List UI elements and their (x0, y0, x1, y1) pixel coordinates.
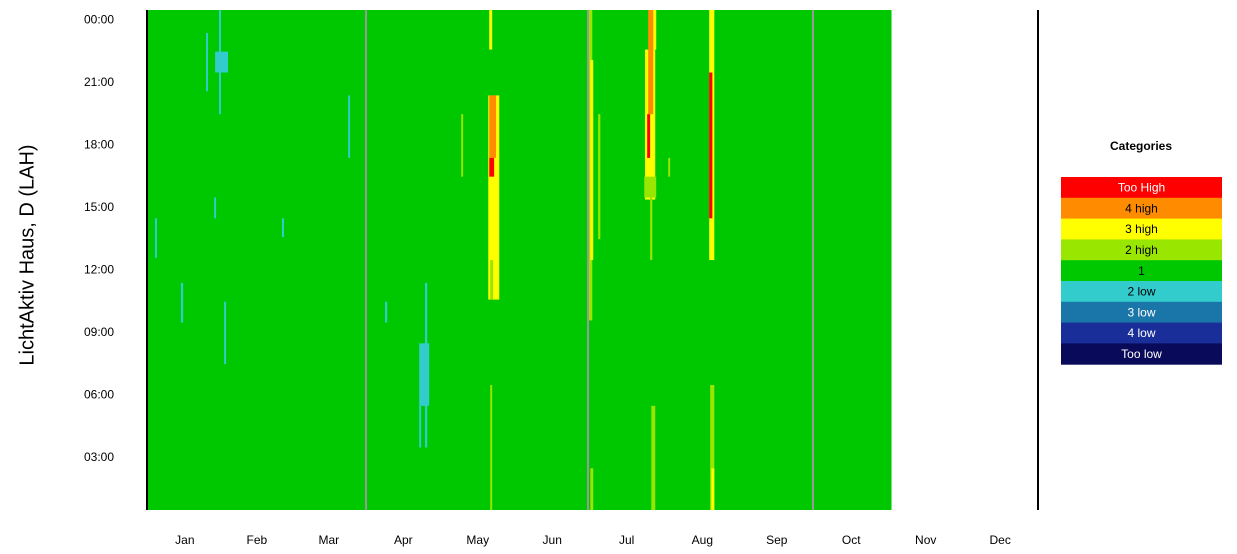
cell (219, 10, 221, 115)
heatmap (147, 10, 892, 510)
cell (488, 95, 500, 300)
cell (206, 32, 209, 92)
x-tick-label: Jul (619, 533, 634, 547)
y-tick-label: 09:00 (84, 325, 114, 339)
x-tick-label: Aug (692, 533, 713, 547)
legend-label: Too low (1121, 347, 1162, 361)
cell (155, 218, 158, 258)
cell (650, 197, 653, 260)
legend-swatch (1061, 218, 1222, 240)
y-tick-label: 21:00 (84, 75, 114, 89)
x-tick-label: Sep (766, 533, 788, 547)
legend-swatch (1061, 281, 1222, 303)
cell (385, 301, 388, 323)
legend-label: 1 (1138, 264, 1145, 278)
x-tick-label: May (466, 533, 489, 547)
cell (147, 10, 892, 510)
x-tick-label: Nov (915, 533, 936, 547)
cell (461, 114, 464, 177)
x-tick-label: Oct (842, 533, 861, 547)
cell (215, 51, 229, 73)
cell (668, 157, 671, 177)
x-tick-label: Apr (394, 533, 413, 547)
cell (710, 385, 715, 510)
legend-swatch (1061, 197, 1222, 220)
legend-swatch (1061, 301, 1222, 324)
cell (180, 282, 184, 323)
legend-label: 3 low (1127, 305, 1155, 319)
y-tick-label: 18:00 (84, 138, 114, 152)
cell (224, 301, 227, 365)
y-tick-label: 15:00 (84, 200, 114, 214)
legend-label: 4 high (1125, 201, 1158, 215)
y-axis-title: LichtAktiv Haus, D (LAH) (16, 144, 38, 365)
cell (419, 343, 430, 406)
y-tick-label: 12:00 (84, 263, 114, 277)
cell (644, 176, 657, 198)
cell (419, 405, 422, 448)
x-tick-label: Dec (989, 533, 1010, 547)
cell (648, 10, 654, 115)
legend-swatch (1061, 322, 1222, 344)
y-tick-label: 00:00 (84, 13, 114, 27)
y-tick-label: 03:00 (84, 450, 114, 464)
legend-label: 2 low (1127, 285, 1155, 299)
cell (711, 468, 715, 510)
legend-swatch (1061, 343, 1222, 365)
x-tick-label: Feb (247, 533, 268, 547)
x-tick-label: Jan (175, 533, 194, 547)
legend-swatch (1061, 177, 1222, 199)
legend-label: Too High (1118, 181, 1165, 195)
cell (653, 10, 657, 50)
legend-title: Categories (1110, 139, 1172, 153)
cell (651, 405, 656, 510)
cell (425, 282, 428, 448)
y-tick-label: 06:00 (84, 388, 114, 402)
cell (489, 10, 493, 50)
cell (647, 114, 651, 158)
legend-label: 4 low (1127, 326, 1155, 340)
x-tick-label: Jun (543, 533, 562, 547)
cell (490, 260, 494, 300)
cell (490, 385, 493, 510)
cell (598, 114, 601, 240)
legend-swatch (1061, 239, 1222, 261)
cell (214, 197, 217, 219)
cell (489, 157, 495, 177)
cell (590, 60, 594, 260)
legend-swatch (1061, 260, 1222, 282)
cell (709, 72, 713, 219)
legend-label: 2 high (1125, 243, 1158, 257)
legend-label: 3 high (1125, 222, 1158, 236)
cell (348, 95, 351, 158)
cell (590, 468, 594, 510)
cell (489, 95, 497, 158)
x-tick-label: Mar (319, 533, 340, 547)
cell (281, 218, 284, 238)
